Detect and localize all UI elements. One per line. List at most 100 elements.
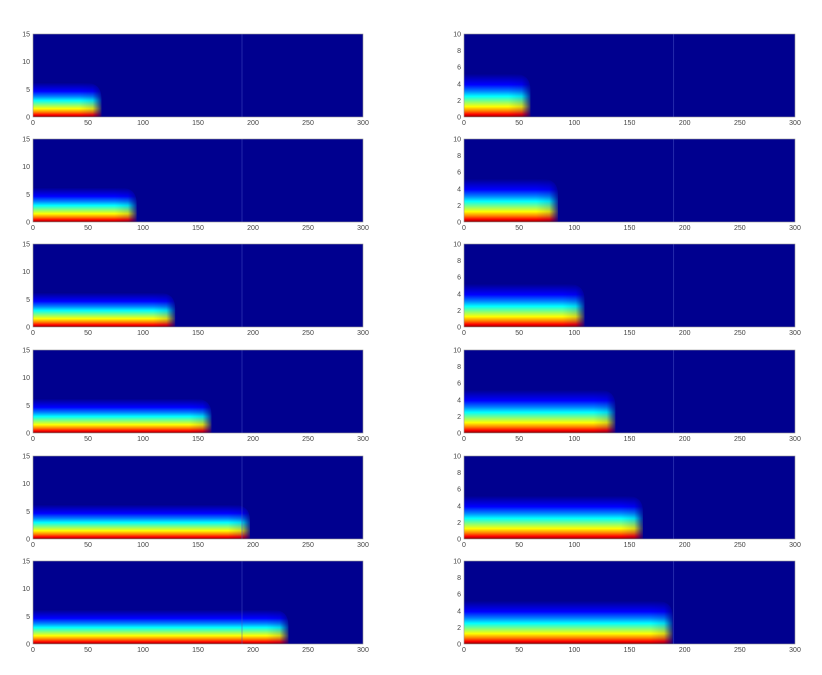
x-tick-label: 300 bbox=[789, 542, 801, 549]
y-tick-label: 4 bbox=[457, 291, 461, 298]
x-tick-label: 200 bbox=[247, 647, 259, 654]
y-tick-label: 0 bbox=[26, 325, 30, 332]
y-tick-label: 6 bbox=[457, 170, 461, 177]
y-tick-label: 2 bbox=[457, 203, 461, 210]
x-tick-label: 150 bbox=[624, 330, 636, 337]
x-tick-label: 200 bbox=[679, 436, 691, 443]
heatmap-panel-left-3: 0 50 100 150 200 250 300 0 5 10 15 bbox=[22, 242, 369, 338]
heatmap-panel-right-6: 0 50 100 150 200 250 300 0 2 4 6 8 10 bbox=[453, 559, 801, 655]
y-tick-label: 10 bbox=[22, 375, 30, 382]
x-tick-label: 50 bbox=[84, 542, 92, 549]
y-tick-label: 10 bbox=[453, 454, 461, 461]
y-tick-label: 6 bbox=[457, 381, 461, 388]
heatmap-panel-left-1: 0 50 100 150 200 250 300 0 5 10 15 bbox=[22, 32, 369, 128]
x-tick-label: 0 bbox=[462, 225, 466, 232]
y-tick-label: 15 bbox=[22, 32, 30, 39]
x-tick-label: 150 bbox=[624, 225, 636, 232]
y-tick-label: 8 bbox=[457, 470, 461, 477]
heatmap-panel-right-5: 0 50 100 150 200 250 300 0 2 4 6 8 10 bbox=[453, 454, 801, 550]
y-tick-label: 5 bbox=[26, 87, 30, 94]
y-tick-label: 2 bbox=[457, 625, 461, 632]
y-tick-label: 5 bbox=[26, 192, 30, 199]
y-tick-label: 8 bbox=[457, 575, 461, 582]
concentration-band bbox=[464, 389, 616, 433]
y-tick-label: 0 bbox=[26, 431, 30, 438]
y-tick-label: 0 bbox=[457, 115, 461, 122]
x-tick-label: 100 bbox=[568, 647, 580, 654]
x-tick-label: 200 bbox=[679, 542, 691, 549]
axes-frame bbox=[463, 455, 796, 540]
x-tick-label: 200 bbox=[679, 647, 691, 654]
concentration-band bbox=[33, 398, 212, 433]
x-tick-label: 50 bbox=[515, 542, 523, 549]
x-tick-label: 250 bbox=[302, 436, 314, 443]
x-tick-label: 0 bbox=[462, 647, 466, 654]
x-tick-label: 250 bbox=[302, 120, 314, 127]
x-tick-label: 300 bbox=[357, 542, 369, 549]
y-tick-label: 2 bbox=[457, 520, 461, 527]
heatmap-panel-left-5: 0 50 100 150 200 250 300 0 5 10 15 bbox=[22, 454, 369, 550]
y-tick-label: 4 bbox=[457, 503, 461, 510]
x-tick-label: 150 bbox=[192, 647, 204, 654]
x-tick-label: 300 bbox=[357, 436, 369, 443]
x-tick-label: 250 bbox=[302, 330, 314, 337]
y-tick-label: 5 bbox=[26, 509, 30, 516]
x-tick-label: 150 bbox=[624, 120, 636, 127]
heatmap-panel-right-4: 0 50 100 150 200 250 300 0 2 4 6 8 10 bbox=[453, 348, 801, 444]
y-tick-label: 10 bbox=[22, 164, 30, 171]
x-tick-label: 0 bbox=[31, 436, 35, 443]
y-tick-label: 15 bbox=[22, 137, 30, 144]
x-tick-label: 100 bbox=[568, 225, 580, 232]
y-tick-label: 0 bbox=[457, 537, 461, 544]
x-tick-label: 300 bbox=[357, 647, 369, 654]
y-tick-label: 0 bbox=[457, 642, 461, 649]
x-tick-label: 100 bbox=[137, 120, 149, 127]
x-tick-label: 250 bbox=[734, 542, 746, 549]
x-tick-label: 250 bbox=[734, 647, 746, 654]
y-tick-label: 0 bbox=[457, 431, 461, 438]
y-tick-label: 6 bbox=[457, 487, 461, 494]
axes-frame bbox=[463, 33, 796, 118]
x-tick-label: 0 bbox=[31, 542, 35, 549]
y-tick-label: 10 bbox=[453, 32, 461, 39]
x-tick-label: 100 bbox=[568, 330, 580, 337]
y-tick-label: 8 bbox=[457, 364, 461, 371]
y-tick-label: 6 bbox=[457, 65, 461, 72]
concentration-band bbox=[33, 504, 250, 539]
y-tick-label: 0 bbox=[26, 115, 30, 122]
axes-frame bbox=[32, 560, 364, 645]
x-tick-label: 250 bbox=[302, 225, 314, 232]
x-tick-label: 250 bbox=[734, 120, 746, 127]
y-tick-label: 0 bbox=[457, 325, 461, 332]
y-tick-label: 10 bbox=[22, 586, 30, 593]
x-tick-label: 300 bbox=[789, 436, 801, 443]
x-tick-label: 200 bbox=[247, 120, 259, 127]
x-tick-label: 200 bbox=[247, 330, 259, 337]
x-tick-label: 300 bbox=[357, 330, 369, 337]
x-tick-label: 0 bbox=[462, 436, 466, 443]
x-tick-label: 50 bbox=[515, 120, 523, 127]
x-tick-label: 0 bbox=[462, 120, 466, 127]
x-tick-label: 250 bbox=[734, 436, 746, 443]
x-tick-label: 100 bbox=[137, 225, 149, 232]
concentration-band bbox=[464, 73, 531, 117]
axes-frame bbox=[32, 138, 364, 223]
x-tick-label: 100 bbox=[568, 120, 580, 127]
y-tick-label: 15 bbox=[22, 454, 30, 461]
y-tick-label: 5 bbox=[26, 297, 30, 304]
y-tick-label: 2 bbox=[457, 414, 461, 421]
y-tick-label: 8 bbox=[457, 48, 461, 55]
heatmap-panel-left-2: 0 50 100 150 200 250 300 0 5 10 15 bbox=[22, 137, 369, 233]
y-tick-label: 0 bbox=[26, 537, 30, 544]
concentration-band bbox=[33, 609, 289, 644]
x-tick-label: 50 bbox=[84, 225, 92, 232]
x-tick-label: 300 bbox=[789, 225, 801, 232]
concentration-band bbox=[464, 178, 559, 222]
y-tick-label: 0 bbox=[457, 220, 461, 227]
x-tick-label: 50 bbox=[515, 225, 523, 232]
x-tick-label: 300 bbox=[789, 330, 801, 337]
x-tick-label: 300 bbox=[357, 225, 369, 232]
x-tick-label: 250 bbox=[302, 542, 314, 549]
y-tick-label: 4 bbox=[457, 186, 461, 193]
x-tick-label: 100 bbox=[137, 542, 149, 549]
